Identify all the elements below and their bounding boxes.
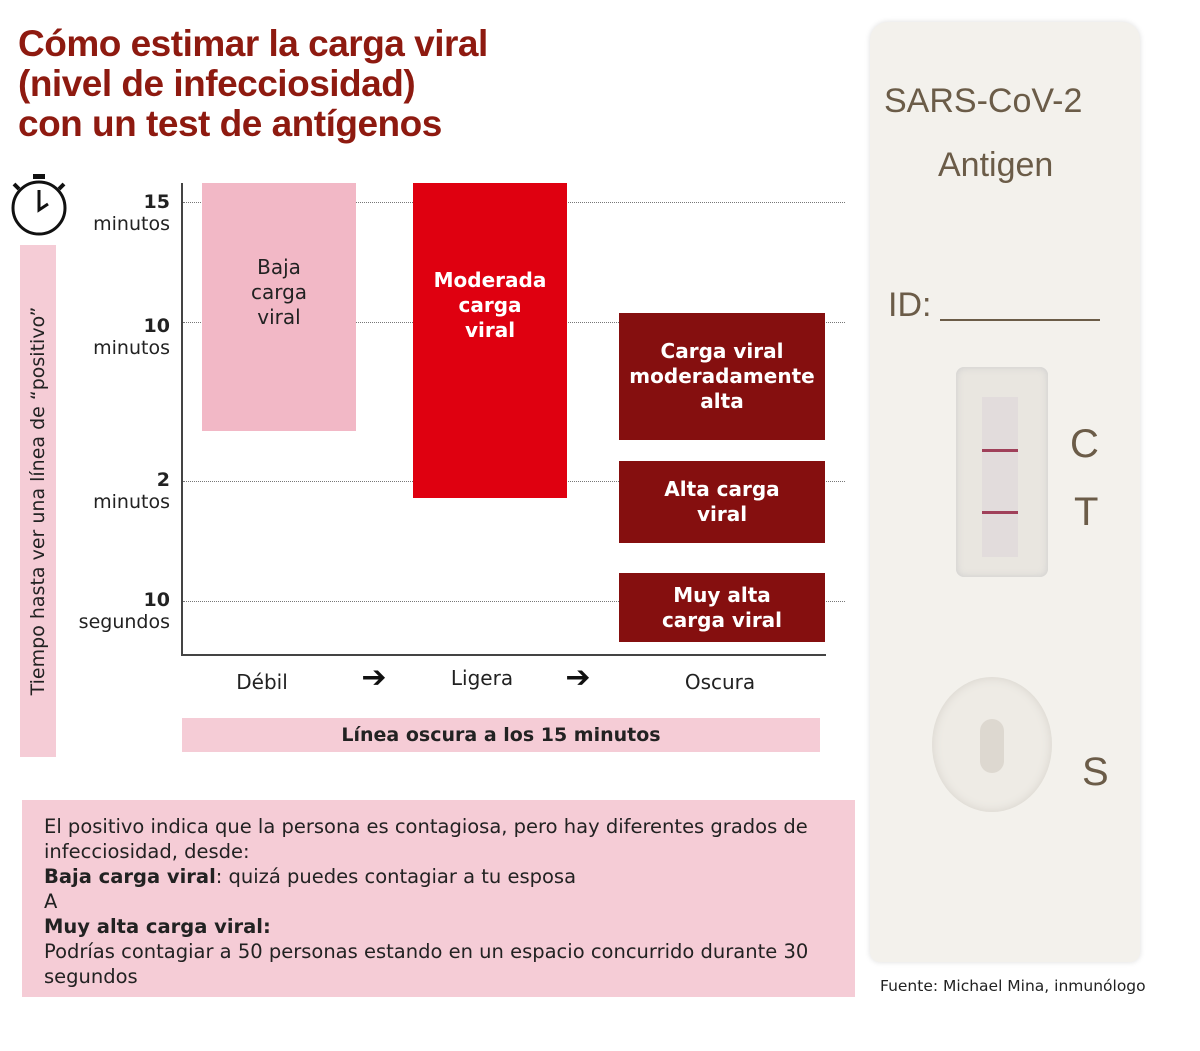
box-low: Baja carga viral: [202, 183, 356, 431]
antigen-test-device: SARS-CoV-2 Antigen ID: C T S: [870, 22, 1140, 962]
y-tick: 15 minutos: [93, 191, 170, 235]
title-line: Cómo estimar la carga viral: [18, 23, 488, 64]
title-line: (nivel de infecciosidad): [18, 63, 416, 104]
arrow-right-icon: ➔: [361, 660, 387, 695]
x-label: Oscura: [684, 670, 756, 694]
id-line: [940, 319, 1100, 321]
sample-hole: [980, 719, 1004, 773]
device-label: Antigen: [938, 146, 1054, 184]
y-axis-label-text: Tiempo hasta ver una línea de “positivo”: [27, 306, 49, 696]
note-high-label: Muy alta carga viral:: [44, 915, 271, 938]
note-low-label: Baja carga viral: [44, 865, 216, 888]
control-line: [982, 449, 1018, 452]
x-axis: [181, 654, 826, 656]
y-tick: 10 minutos: [93, 315, 170, 359]
x-label: Ligera: [450, 666, 514, 690]
result-window: [956, 367, 1048, 577]
device-id-label: ID:: [888, 286, 932, 324]
gridline: [183, 601, 845, 602]
device-label: SARS-CoV-2: [884, 82, 1083, 120]
box-moderate: Moderada carga viral: [413, 183, 567, 498]
device-c-label: C: [1070, 422, 1099, 466]
device-s-label: S: [1082, 750, 1109, 794]
sample-well: [932, 677, 1052, 812]
x-label: Débil: [236, 670, 288, 694]
test-line: [982, 511, 1018, 514]
title: Cómo estimar la carga viral (nivel de in…: [18, 24, 488, 144]
y-axis: [181, 183, 183, 656]
note-a: A: [44, 890, 58, 913]
box-moderately-high: Carga viral moderadamente alta: [619, 313, 825, 440]
source: Fuente: Michael Mina, inmunólogo: [880, 977, 1146, 995]
x-axis-label: Línea oscura a los 15 minutos: [182, 718, 820, 752]
y-axis-label: Tiempo hasta ver una línea de “positivo”: [20, 245, 56, 757]
note-high-text: Podrías contagiar a 50 personas estando …: [44, 940, 809, 988]
note-intro: El positivo indica que la persona es con…: [44, 815, 808, 863]
stopwatch-icon: [11, 174, 67, 236]
test-strip: [982, 397, 1018, 557]
note-box: El positivo indica que la persona es con…: [22, 800, 855, 997]
y-tick: 2 minutos: [93, 469, 170, 513]
device-t-label: T: [1074, 490, 1099, 534]
box-high: Alta carga viral: [619, 461, 825, 543]
y-tick: 10 segundos: [78, 589, 170, 633]
title-line: con un test de antígenos: [18, 103, 442, 144]
box-very-high: Muy alta carga viral: [619, 573, 825, 642]
arrow-right-icon: ➔: [565, 660, 591, 695]
note-low-text: : quizá puedes contagiar a tu esposa: [215, 865, 577, 888]
